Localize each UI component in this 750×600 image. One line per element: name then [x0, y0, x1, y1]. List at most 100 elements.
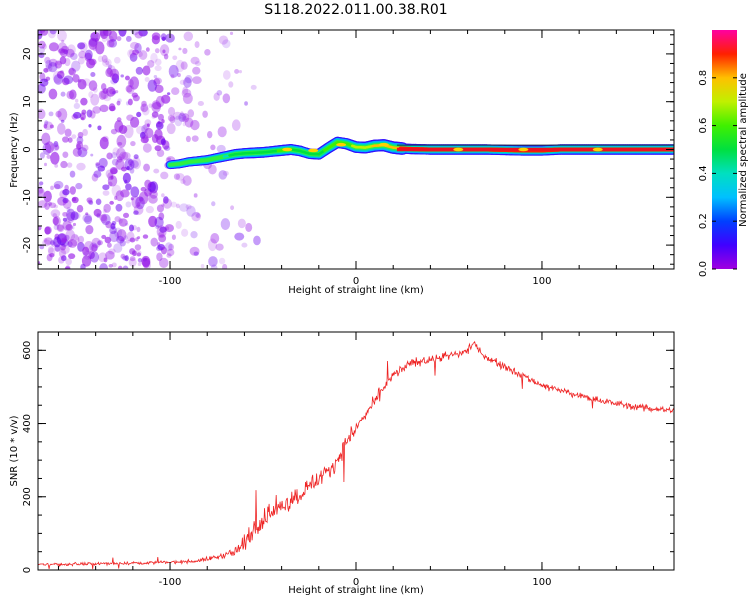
noise-blob — [170, 201, 178, 208]
noise-blob — [115, 158, 125, 170]
noise-blob — [110, 175, 114, 180]
noise-blob — [142, 143, 152, 153]
noise-blob — [103, 257, 108, 263]
noise-blob — [81, 109, 87, 115]
noise-blob — [101, 35, 107, 43]
noise-blob — [178, 47, 182, 51]
noise-blob — [50, 185, 54, 191]
noise-blob — [151, 134, 159, 144]
noise-blob — [52, 216, 59, 226]
noise-blob — [132, 49, 140, 56]
noise-blob — [112, 90, 117, 95]
noise-blob — [38, 225, 42, 231]
y-tick-label: 0 — [22, 146, 33, 152]
noise-blob — [218, 35, 229, 45]
snr-x-label: Height of straight line (km) — [288, 585, 424, 596]
noise-blob — [119, 239, 126, 247]
colorbar-tick-label: 0.2 — [698, 213, 709, 229]
noise-blob — [222, 93, 231, 104]
noise-blob — [171, 87, 180, 95]
noise-blob — [182, 47, 188, 55]
noise-blob — [72, 147, 82, 157]
noise-blob — [133, 249, 142, 257]
noise-blob — [65, 223, 73, 231]
noise-blob — [181, 228, 189, 237]
noise-blob — [63, 75, 74, 85]
noise-blob — [77, 78, 87, 90]
noise-blob — [204, 49, 211, 56]
noise-blob — [114, 195, 118, 200]
noise-blob — [60, 91, 66, 97]
noise-blob — [128, 224, 135, 232]
noise-blob — [126, 101, 130, 106]
noise-blob — [92, 106, 101, 114]
noise-blob — [105, 60, 110, 66]
noise-blob — [175, 203, 180, 209]
noise-blob — [222, 39, 231, 49]
noise-blob — [72, 197, 77, 202]
noise-blob — [66, 90, 75, 100]
noise-blob — [90, 93, 100, 106]
noise-blob — [53, 183, 61, 190]
noise-blob — [160, 138, 166, 146]
x-tick-label: 0 — [353, 276, 359, 287]
noise-blob — [131, 92, 138, 98]
noise-blob — [99, 263, 109, 269]
noise-blob — [115, 203, 123, 212]
noise-blob — [44, 226, 52, 235]
noise-blob — [53, 74, 63, 85]
noise-blob — [113, 243, 123, 253]
noise-blob — [121, 151, 131, 160]
noise-blob — [100, 213, 108, 224]
noise-blob — [76, 204, 84, 213]
noise-blob — [167, 114, 175, 122]
noise-blob — [211, 201, 216, 207]
spectrogram-y-label: Frequency (Hz) — [9, 112, 20, 188]
noise-blob — [43, 67, 49, 73]
noise-blob — [76, 162, 86, 171]
noise-blob — [157, 113, 164, 121]
noise-blob — [62, 136, 69, 143]
noise-blob — [126, 166, 130, 171]
noise-blob — [57, 30, 67, 42]
noise-blob — [238, 70, 242, 74]
noise-blob — [163, 53, 169, 60]
noise-blob — [192, 76, 202, 85]
noise-blob — [49, 30, 57, 35]
noise-blob — [145, 205, 154, 214]
noise-blob — [197, 100, 204, 107]
snr-series — [38, 340, 674, 570]
colorbar-tick-label: 0.6 — [698, 118, 709, 134]
noise-blob — [119, 151, 129, 161]
noise-blob — [228, 81, 234, 88]
snr-panel: -100 0 100 0 200 400 600 Height of straight l… — [9, 331, 675, 596]
noise-blob — [114, 216, 121, 222]
noise-blob — [222, 170, 229, 176]
noise-blob — [67, 241, 73, 248]
noise-blob — [136, 226, 141, 233]
noise-blob — [54, 144, 60, 151]
noise-blob — [156, 225, 167, 239]
noise-blob — [61, 255, 67, 262]
noise-blob — [79, 41, 88, 53]
noise-blob — [194, 60, 201, 66]
noise-blob — [140, 186, 147, 192]
noise-blob — [129, 256, 136, 262]
ridge-highlight — [282, 147, 293, 152]
noise-blob — [134, 244, 142, 251]
noise-blob — [125, 239, 130, 244]
noise-blob — [183, 77, 192, 88]
noise-blob — [159, 257, 169, 269]
noise-blob — [129, 237, 136, 243]
noise-blob — [133, 210, 139, 215]
noise-blob — [100, 83, 107, 91]
noise-blob — [222, 70, 231, 80]
noise-blob — [161, 94, 171, 104]
noise-blob — [69, 89, 77, 100]
noise-blob — [44, 141, 55, 154]
noise-blob — [90, 153, 94, 157]
noise-blob — [216, 144, 226, 153]
noise-blob — [111, 151, 118, 159]
noise-blob — [191, 135, 199, 142]
noise-blob — [146, 123, 150, 128]
